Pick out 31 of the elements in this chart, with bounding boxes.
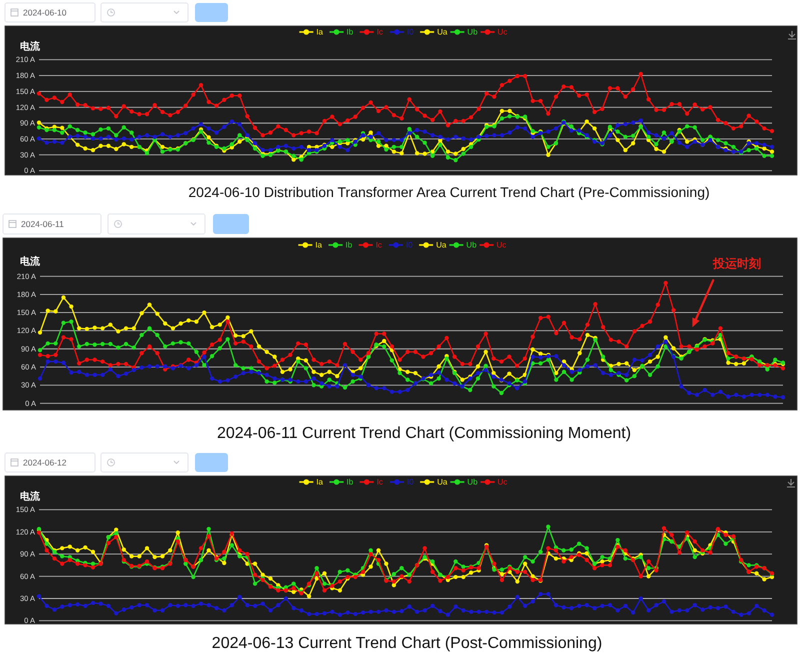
legend-label: Uc xyxy=(498,28,508,36)
legend-label: Ub xyxy=(467,478,478,486)
legend-label: Uc xyxy=(496,240,506,250)
legend-label: I0 xyxy=(406,478,414,486)
legend-label: Ia xyxy=(316,28,324,36)
chart-subtitle: 2024-06-11 xyxy=(21,219,64,229)
legend-label: Ib xyxy=(346,240,353,250)
legend-label: Ic xyxy=(376,240,382,250)
legend-label: Ub xyxy=(467,28,478,36)
legend-label: Ua xyxy=(436,240,447,250)
text: 2024-06-13 Current Trend Chart (Post-Commissioning) xyxy=(212,635,602,652)
legend-label: I0 xyxy=(406,240,414,250)
y-axis-title: 电流 xyxy=(20,256,41,268)
legend-label: Uc xyxy=(498,478,508,486)
y-axis-title: 电流 xyxy=(20,40,41,52)
legend-label: Ua xyxy=(437,478,448,486)
text: 2024-06-11 Current Trend Chart (Commissioning Moment) xyxy=(216,425,632,442)
chart-subtitle: 2024-06-10 xyxy=(23,8,67,18)
legend-label: Ub xyxy=(466,240,478,250)
legend-label: Ic xyxy=(376,28,383,36)
legend-label: Ib xyxy=(346,478,354,486)
legend-label: Ib xyxy=(346,28,354,36)
legend-label: Ia xyxy=(315,240,323,250)
text: 2024-06-10 Distribution Transformer Area Current Trend Chart (Pre-Commissioning) xyxy=(188,184,710,200)
legend-label: Ua xyxy=(437,28,448,36)
chart-subtitle: 2024-06-12 xyxy=(23,458,67,468)
legend-label: Ia xyxy=(316,478,324,486)
legend-label: I0 xyxy=(406,28,414,36)
legend-label: Ic xyxy=(376,478,383,486)
text: 投运时刻 xyxy=(712,256,761,270)
y-axis-title: 电流 xyxy=(20,490,41,502)
